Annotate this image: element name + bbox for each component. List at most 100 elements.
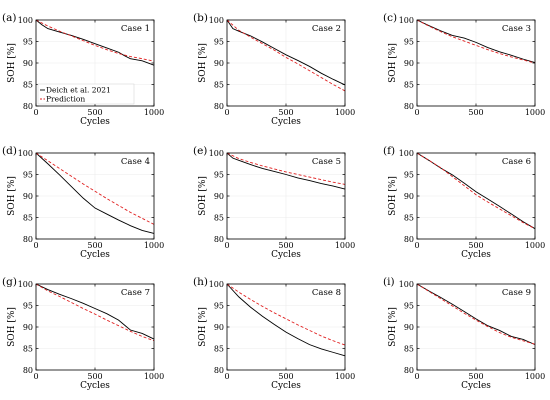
y-tick-label: 90	[23, 323, 33, 332]
y-tick-label: 90	[214, 192, 224, 201]
legend-entry: Deich et al. 2021	[46, 86, 111, 95]
panel-label: (a)	[2, 12, 16, 24]
y-axis-label: SOH [%]	[388, 307, 398, 347]
y-tick-label: 90	[23, 192, 33, 201]
x-tick-label: 500	[468, 372, 483, 381]
y-axis-label: SOH [%]	[198, 43, 208, 83]
y-tick-label: 100	[399, 16, 414, 25]
y-tick-label: 95	[404, 302, 414, 311]
series-line-measured	[35, 19, 155, 66]
series-line-measured	[416, 283, 536, 346]
y-tick-label: 80	[404, 366, 414, 375]
panel-label: (d)	[2, 145, 17, 157]
case-label: Case 7	[121, 288, 150, 298]
x-tick-label: 500	[278, 108, 293, 117]
series-line-prediction	[226, 152, 346, 185]
panel-label: (g)	[2, 276, 17, 288]
x-tick-label: 1000	[144, 372, 164, 381]
x-tick-label: 500	[87, 108, 102, 117]
panel-label: (e)	[193, 145, 207, 157]
y-tick-label: 85	[404, 81, 414, 90]
x-axis-label: Cycles	[271, 250, 301, 260]
case-label: Case 2	[312, 24, 341, 34]
y-tick-label: 100	[18, 16, 33, 25]
x-axis-label: Cycles	[271, 381, 301, 391]
series-line-measured	[35, 283, 155, 340]
x-tick-label: 0	[33, 372, 38, 381]
y-tick-label: 95	[214, 38, 224, 47]
y-axis-label: SOH [%]	[7, 307, 17, 347]
series-line-prediction	[416, 19, 536, 64]
x-tick-label: 500	[87, 372, 102, 381]
y-tick-label: 95	[404, 38, 414, 47]
x-axis-label: Cycles	[461, 250, 491, 260]
x-tick-label: 1000	[525, 108, 545, 117]
y-tick-label: 95	[23, 171, 33, 180]
y-axis-label: SOH [%]	[198, 307, 208, 347]
x-tick-label: 1000	[335, 241, 355, 250]
x-tick-label: 500	[278, 372, 293, 381]
case-label: Case 5	[312, 157, 341, 167]
x-tick-label: 0	[414, 372, 419, 381]
case-label: Case 3	[502, 24, 531, 34]
x-tick-label: 1000	[335, 372, 355, 381]
y-axis-label: SOH [%]	[7, 176, 17, 216]
y-tick-label: 80	[214, 235, 224, 244]
series-line-measured	[226, 19, 346, 86]
panel-label: (b)	[193, 12, 208, 24]
case-label: Case 8	[312, 288, 341, 298]
y-tick-label: 90	[404, 192, 414, 201]
x-tick-label: 500	[87, 241, 102, 250]
y-tick-label: 95	[23, 38, 33, 47]
y-tick-label: 85	[214, 81, 224, 90]
x-axis-label: Cycles	[461, 381, 491, 391]
y-tick-label: 80	[214, 102, 224, 111]
legend-box	[37, 83, 135, 105]
y-tick-label: 100	[399, 280, 414, 289]
y-tick-label: 90	[404, 323, 414, 332]
y-tick-label: 95	[214, 171, 224, 180]
panel-label: (h)	[193, 276, 208, 288]
y-tick-label: 85	[214, 345, 224, 354]
y-tick-label: 80	[404, 235, 414, 244]
y-tick-label: 90	[214, 323, 224, 332]
x-tick-label: 1000	[144, 108, 164, 117]
series-line-prediction	[35, 19, 155, 62]
panel-label: (c)	[383, 12, 397, 24]
y-tick-label: 95	[23, 302, 33, 311]
x-tick-label: 0	[33, 241, 38, 250]
x-axis-label: Cycles	[80, 117, 110, 127]
y-tick-label: 90	[23, 59, 33, 68]
y-tick-label: 85	[404, 345, 414, 354]
x-tick-label: 500	[278, 241, 293, 250]
x-tick-label: 0	[414, 241, 419, 250]
series-line-measured	[35, 152, 155, 234]
x-tick-label: 0	[224, 372, 229, 381]
y-axis-label: SOH [%]	[7, 43, 17, 83]
x-tick-label: 500	[468, 108, 483, 117]
y-tick-label: 80	[23, 102, 33, 111]
x-tick-label: 0	[33, 108, 38, 117]
case-label: Case 1	[121, 24, 150, 34]
x-axis-label: Cycles	[80, 381, 110, 391]
series-line-prediction	[35, 152, 155, 225]
case-label: Case 6	[502, 157, 531, 167]
series-line-prediction	[35, 283, 155, 342]
series-line-prediction	[226, 19, 346, 92]
x-tick-label: 500	[468, 241, 483, 250]
x-tick-label: 0	[414, 108, 419, 117]
y-tick-label: 90	[214, 59, 224, 68]
y-tick-label: 100	[209, 16, 224, 25]
y-tick-label: 90	[404, 59, 414, 68]
series-line-measured	[226, 283, 346, 357]
y-tick-label: 85	[404, 214, 414, 223]
y-tick-label: 95	[404, 171, 414, 180]
